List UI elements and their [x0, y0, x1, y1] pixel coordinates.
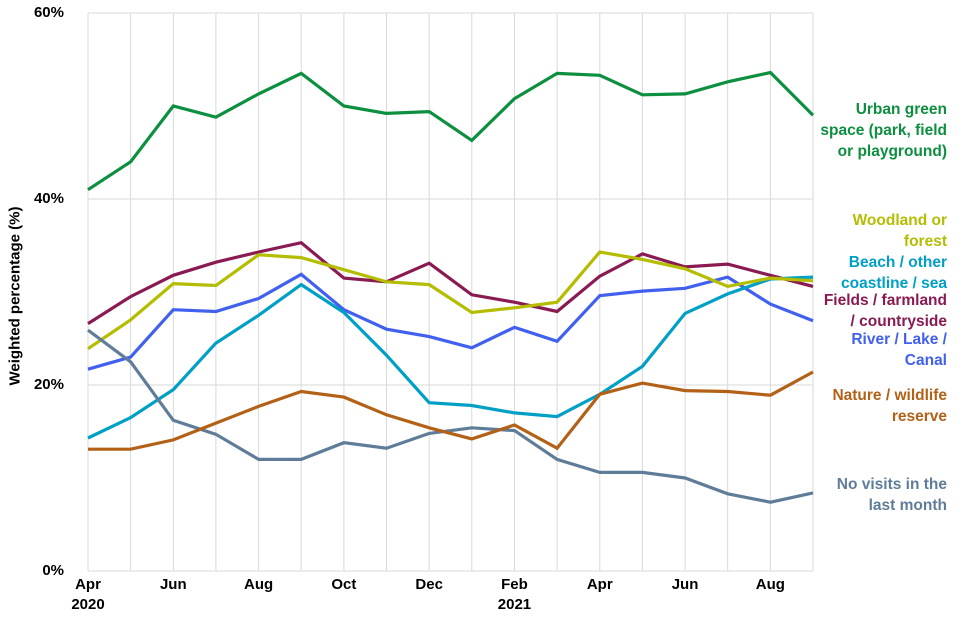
x-tick-label: Feb 2021: [472, 575, 556, 615]
legend-label-line: Woodland or: [852, 212, 947, 229]
x-tick-month: Aug: [243, 576, 274, 593]
legend-label-line: No visits in the: [836, 476, 947, 493]
legend-label-line: coastline / sea: [841, 275, 947, 292]
legend-label-no-visits-last-month: No visits in the last month: [777, 474, 947, 516]
series-line-woodland-or-forest: [87, 250, 814, 351]
x-tick-month: Dec: [415, 576, 443, 593]
x-tick-month: Feb: [501, 576, 528, 593]
x-tick-label: Apr 2020: [46, 575, 130, 615]
legend-label-line: forest: [903, 233, 947, 250]
x-tick-month: Apr: [586, 576, 613, 593]
legend-label-line: Fields / farmland: [823, 292, 947, 309]
legend-label-line: River / Lake /: [851, 331, 947, 348]
y-tick-label: 40%: [33, 190, 64, 207]
legend-label-line: reserve: [891, 408, 947, 425]
series-line-river-lake-canal: [87, 272, 814, 371]
legend-label-line: Beach / other: [848, 254, 947, 271]
x-tick-month: Aug: [755, 576, 785, 593]
series-line-nature-wildlife-reserve: [88, 370, 814, 451]
legend-label-line: last month: [868, 497, 947, 514]
x-tick-month: Jun: [159, 576, 187, 593]
x-tick-year: 2021: [497, 596, 532, 613]
series-line-urban-green-space: [87, 70, 815, 192]
legend-label-fields-farmland-countryside: Fields / farmland / countryside: [777, 290, 947, 332]
y-tick-label: 20%: [33, 376, 64, 393]
legend-label-line: Canal: [904, 352, 947, 369]
legend-label-river-lake-canal: River / Lake / Canal: [777, 329, 947, 371]
legend-label-beach-other-coastline-sea: Beach / other coastline / sea: [777, 252, 947, 294]
x-tick-label: Jun: [643, 575, 727, 595]
y-tick-label: 0%: [42, 562, 64, 579]
y-tick-label: 60%: [33, 4, 64, 21]
x-tick-label: Apr: [558, 575, 642, 595]
x-tick-month: Jun: [671, 576, 699, 593]
series-line-fields-farmland-countryside: [87, 240, 814, 325]
legend-label-line: space (park, field: [820, 122, 947, 139]
y-axis-title: Weighted percentage (%): [6, 206, 24, 386]
legend-label-urban-green-space: Urban green space (park, field or playgrou…: [777, 99, 947, 162]
legend-label-line: Urban green: [855, 101, 947, 118]
x-tick-month: Oct: [331, 576, 357, 593]
x-tick-year: 2020: [71, 596, 105, 613]
x-tick-label: Aug: [217, 575, 301, 595]
x-tick-month: Apr: [75, 576, 101, 593]
legend-label-line: / countryside: [850, 313, 947, 330]
x-tick-label: Dec: [387, 575, 471, 595]
series-line-no-visits-last-month: [87, 328, 814, 504]
x-tick-label: Oct: [302, 575, 386, 595]
legend-label-woodland-or-forest: Woodland or forest: [777, 210, 947, 252]
legend-label-nature-wildlife-reserve: Nature / wildlife reserve: [777, 385, 947, 427]
x-tick-label: Jun: [131, 575, 215, 595]
x-tick-label: Aug: [728, 575, 812, 595]
legend-label-line: or playground): [837, 143, 947, 160]
legend-label-line: Nature / wildlife: [832, 387, 947, 404]
series-line-beach-other-coastline-sea: [87, 275, 814, 440]
